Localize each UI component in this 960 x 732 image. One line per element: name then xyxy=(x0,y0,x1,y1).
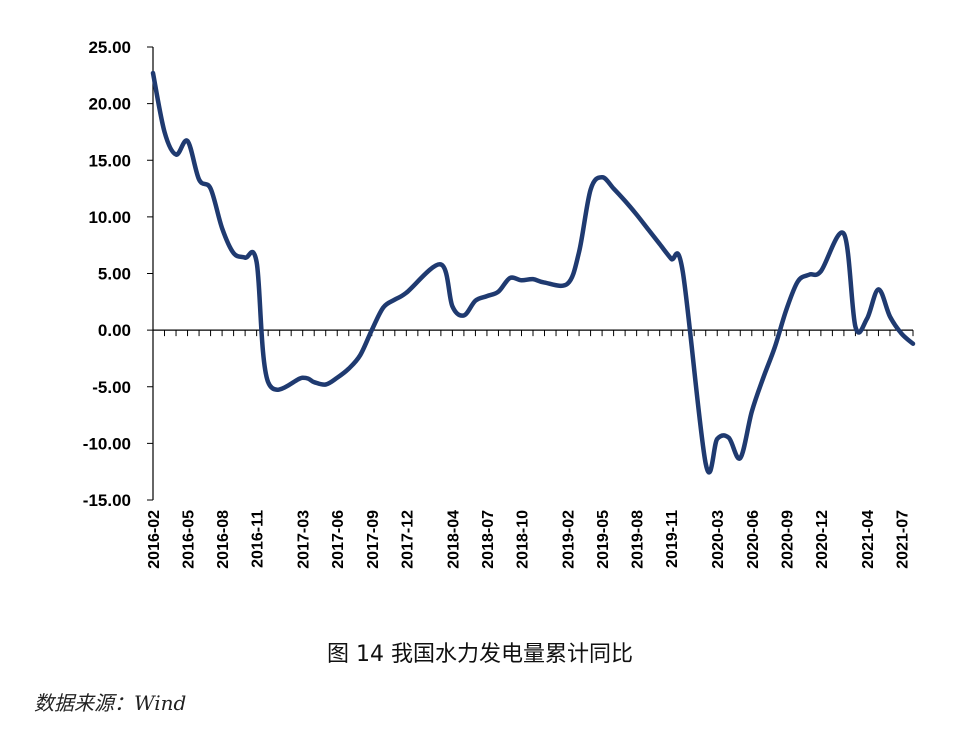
x-tick-label: 2016-05 xyxy=(181,510,198,569)
series-line xyxy=(150,70,916,475)
x-tick-label: 2016-11 xyxy=(250,510,267,568)
data-source-note: 数据来源：Wind xyxy=(34,691,187,715)
x-tick-label: 2020-06 xyxy=(745,510,762,569)
y-tick-label: 25.00 xyxy=(88,38,131,57)
series-line-group xyxy=(150,70,916,475)
x-tick-label: 2019-08 xyxy=(630,510,647,569)
x-tick-label: 2020-09 xyxy=(779,510,796,569)
x-tick-label: 2016-02 xyxy=(146,510,163,569)
y-tick-label: 15.00 xyxy=(88,151,131,170)
x-axis: 2016-02 2016-05 2016-08 2016-11 2017-03 2017-… xyxy=(146,329,914,569)
y-tick-label: 20.00 xyxy=(88,95,131,114)
x-tick-label: 2017-12 xyxy=(399,510,416,569)
y-tick-label: 0.00 xyxy=(98,321,131,340)
y-tick-label: 10.00 xyxy=(88,208,131,227)
y-axis: 25.00 20.00 15.00 10.00 5.00 0.00 -5.00 -10.00 -… xyxy=(83,38,154,510)
x-tick-label: 2018-07 xyxy=(480,510,497,569)
x-tick-label: 2021-07 xyxy=(894,510,911,569)
x-tick-label: 2017-03 xyxy=(296,510,313,569)
x-tick-label: 2019-11 xyxy=(664,510,681,568)
x-tick-label: 2019-05 xyxy=(595,510,612,569)
y-tick-label: 5.00 xyxy=(98,265,131,284)
y-tick-label: -5.00 xyxy=(92,378,131,397)
x-tick-label: 2017-06 xyxy=(330,510,347,569)
x-tick-label: 2018-04 xyxy=(445,510,462,569)
x-tick-label: 2016-08 xyxy=(215,510,232,569)
x-tick-label: 2019-02 xyxy=(561,510,578,569)
y-tick-label: -10.00 xyxy=(83,434,131,453)
x-tick-label: 2018-10 xyxy=(514,510,531,569)
y-tick-label: -15.00 xyxy=(83,491,131,510)
line-chart: 25.00 20.00 15.00 10.00 5.00 0.00 -5.00 -10.00 -… xyxy=(83,38,916,569)
x-tick-label: 2017-09 xyxy=(365,510,382,569)
figure-caption: 图 14 我国水力发电量累计同比 xyxy=(327,642,633,667)
x-tick-label: 2020-03 xyxy=(710,510,727,569)
x-tick-label: 2021-04 xyxy=(860,510,877,569)
x-tick-label: 2020-12 xyxy=(814,510,831,569)
